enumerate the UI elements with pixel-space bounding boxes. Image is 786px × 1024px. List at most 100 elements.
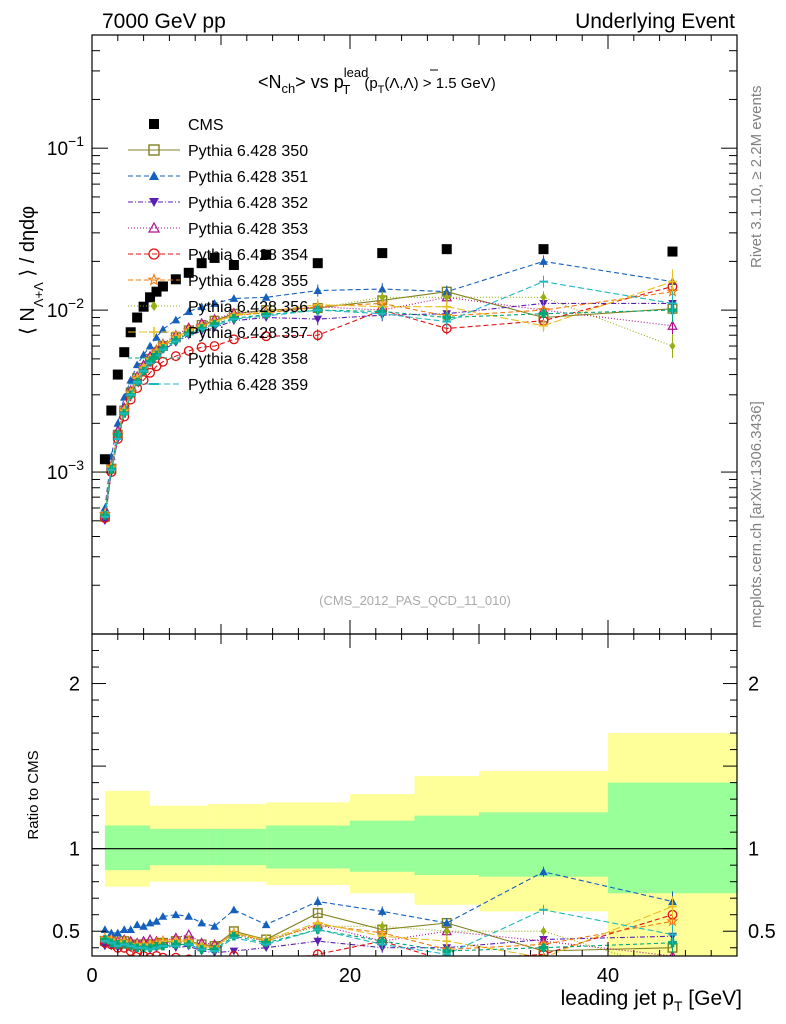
ratio-point	[669, 967, 675, 976]
ratio-point	[145, 952, 155, 956]
ratio-point	[171, 952, 181, 956]
legend-item-4: Pythia 6.428 353	[128, 221, 308, 238]
main-y-tick-label: 10−3	[47, 457, 84, 484]
ratio-point	[442, 918, 452, 927]
svg-text:Pythia 6.428 354: Pythia 6.428 354	[188, 247, 308, 264]
ratio-point	[377, 907, 387, 915]
x-tick-label: 20	[339, 965, 361, 987]
series-ratio-line	[104, 914, 673, 956]
ratio-point	[228, 951, 239, 956]
series-line	[104, 296, 673, 516]
data-point	[442, 287, 452, 296]
ratio-point	[145, 943, 155, 953]
data-point	[209, 341, 220, 352]
data-point	[145, 341, 155, 350]
data-point	[539, 321, 548, 331]
data-point	[261, 293, 271, 301]
cms-point	[151, 286, 162, 297]
ratio-point	[185, 954, 193, 956]
rivet-label: Rivet 3.1.10, ≥ 2.2M events	[748, 86, 765, 269]
ratio-band-inner	[479, 812, 608, 877]
data-point	[261, 310, 271, 319]
data-point	[442, 302, 452, 311]
series-main-10	[100, 275, 677, 518]
data-point	[158, 344, 168, 353]
series-line	[104, 281, 673, 515]
ratio-y-tick-label-left: 2	[69, 674, 80, 696]
cms-point	[112, 369, 123, 380]
x-tick-label: 0	[86, 965, 97, 987]
data-point	[228, 334, 239, 345]
cms-point	[99, 454, 110, 465]
legend-item-3: Pythia 6.428 352	[128, 195, 308, 212]
legend-item-2: Pythia 6.428 351	[128, 169, 308, 186]
ratio-panel: 0 20 40 0.5 0.5 1 1 2 2	[52, 633, 776, 987]
ratio-point	[539, 943, 548, 953]
legend-item-7: Pythia 6.428 356	[128, 299, 308, 316]
data-point	[669, 341, 676, 351]
cms-point	[209, 252, 220, 263]
x-tick-label: 40	[597, 965, 619, 987]
svg-text:Pythia 6.428 355: Pythia 6.428 355	[188, 273, 308, 290]
ratio-point	[158, 952, 168, 956]
ratio-point	[197, 918, 206, 927]
ratio-band-inner	[150, 828, 209, 866]
svg-text:Pythia 6.428 356: Pythia 6.428 356	[188, 299, 308, 316]
ratio-point	[210, 921, 219, 930]
cms-point	[312, 258, 323, 269]
main-ylabel: ⟨ NΛ+Λ ⟩ / dηdφ	[17, 206, 46, 335]
ratio-point	[126, 925, 135, 934]
data-point	[152, 332, 161, 341]
svg-text:Pythia 6.428 358: Pythia 6.428 358	[188, 351, 308, 368]
mcplots-label: mcplots.cern.ch [arXiv:1306.3436]	[748, 401, 765, 628]
ratio-point	[152, 941, 161, 951]
ratio-point	[261, 920, 271, 929]
ratio-band-inner	[414, 815, 479, 876]
svg-text:Pythia 6.428 357: Pythia 6.428 357	[188, 325, 308, 342]
legend-item-cms: CMS	[149, 117, 224, 134]
legend-item-5: Pythia 6.428 354	[128, 247, 308, 264]
cms-point	[261, 249, 272, 260]
data-point	[100, 517, 110, 526]
ratio-y-tick-label-right: 1	[748, 839, 759, 861]
ratio-point	[442, 957, 451, 966]
ratio-point	[158, 912, 168, 920]
svg-text:Pythia 6.428 352: Pythia 6.428 352	[188, 195, 308, 212]
data-point	[158, 325, 168, 333]
main-panel: 10−3 10−2 10−1	[47, 34, 738, 635]
ratio-point	[261, 944, 271, 953]
svg-text:CMS: CMS	[188, 117, 224, 134]
data-point	[379, 293, 386, 302]
ratio-point	[100, 935, 110, 944]
legend-item-9: Pythia 6.428 358	[128, 351, 308, 368]
ratio-point	[668, 902, 677, 911]
series-ratio-7	[101, 921, 675, 976]
ratio-point	[262, 958, 271, 967]
svg-text:Pythia 6.428 353: Pythia 6.428 353	[188, 221, 308, 238]
cms-point	[170, 274, 181, 285]
ratio-y-tick-label-right: 0.5	[748, 921, 776, 943]
data-point	[210, 299, 219, 307]
data-point	[540, 293, 547, 302]
ratio-point	[184, 912, 194, 920]
ratio-point	[379, 921, 386, 931]
ratio-point	[312, 908, 323, 919]
cms-series	[99, 244, 678, 465]
data-point	[443, 293, 450, 302]
ratio-point	[540, 926, 547, 936]
cms-point	[138, 301, 149, 312]
data-point	[312, 330, 323, 341]
cms-point	[441, 244, 452, 255]
legend-item-1: Pythia 6.428 350	[128, 143, 308, 160]
legend-item-6: Pythia 6.428 355	[128, 272, 308, 290]
data-point	[313, 286, 323, 295]
series-line	[104, 309, 673, 516]
ratio-point	[171, 910, 181, 919]
ratio-point	[132, 920, 142, 929]
header-right: Underlying Event	[575, 10, 735, 33]
series-line	[104, 291, 673, 515]
data-point	[157, 356, 168, 367]
ratio-frame	[91, 633, 738, 957]
data-point	[171, 315, 181, 324]
data-point	[668, 277, 677, 286]
